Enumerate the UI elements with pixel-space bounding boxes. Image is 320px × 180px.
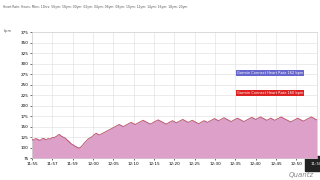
- Text: Garmin Connect Heart Rate 162 bpm: Garmin Connect Heart Rate 162 bpm: [236, 71, 303, 75]
- Text: Heart Rate: Hours: Mins: 11hrs: 56ym: 58ym: 00ym: 02ym: 04ym: 06ym: 08ym: 10ym: : Heart Rate: Hours: Mins: 11hrs: 56ym: 58…: [3, 5, 188, 9]
- Text: bpm: bpm: [3, 29, 11, 33]
- Text: Quantz: Quantz: [288, 172, 314, 178]
- Text: Garmin Connect Heart Rate 160 bpm: Garmin Connect Heart Rate 160 bpm: [236, 91, 303, 95]
